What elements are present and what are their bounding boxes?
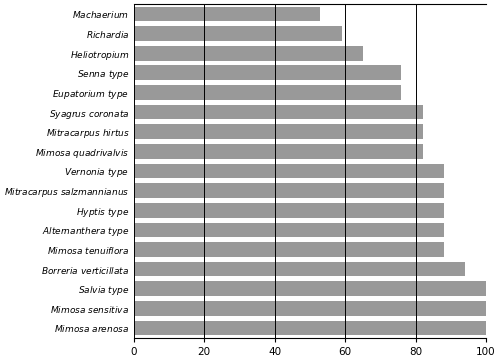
Bar	[134, 301, 486, 316]
Bar	[134, 6, 320, 21]
Bar	[134, 281, 486, 296]
Bar	[134, 183, 444, 198]
Bar	[134, 26, 342, 41]
Bar	[134, 85, 402, 100]
Bar	[134, 105, 422, 119]
Bar	[134, 222, 444, 237]
Bar	[134, 242, 444, 257]
Bar	[134, 125, 422, 139]
Bar	[134, 46, 362, 61]
Bar	[134, 65, 402, 80]
Bar	[134, 164, 444, 178]
Bar	[134, 262, 465, 277]
Bar	[134, 321, 486, 335]
Bar	[134, 203, 444, 218]
Bar	[134, 144, 422, 159]
